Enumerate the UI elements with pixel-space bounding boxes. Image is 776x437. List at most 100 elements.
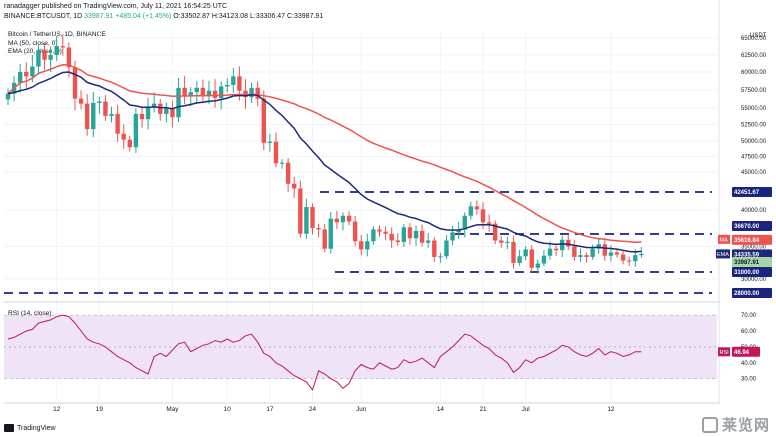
- close-value: 33987.91: [84, 13, 114, 20]
- candle-body: [328, 218, 333, 249]
- candle-body: [151, 103, 157, 108]
- candle-body: [480, 209, 486, 223]
- candle-body: [553, 248, 559, 251]
- candle-body: [377, 229, 382, 232]
- ema-value-tag-text: 34335.59: [734, 253, 760, 259]
- candle-body: [419, 230, 425, 243]
- ma-value-tag-text: 35616.84: [734, 238, 760, 244]
- rsi-value-tag-text: 46.94: [734, 350, 750, 356]
- candle-body: [407, 227, 413, 239]
- tradingview-icon: [4, 424, 14, 432]
- candle-body: [559, 239, 565, 251]
- candle-body: [48, 55, 53, 60]
- candle-body: [218, 86, 224, 98]
- candle-body: [279, 162, 285, 164]
- candle-body: [566, 239, 571, 247]
- open-value: O:33502.87: [173, 13, 210, 20]
- candle-body: [359, 241, 364, 250]
- watermark-text: 莱览网: [721, 417, 770, 434]
- candle-body: [72, 67, 78, 99]
- y-tick-label: 35000.00: [741, 244, 767, 250]
- y-tick-label: 62500.00: [741, 53, 767, 59]
- candle-body: [24, 72, 29, 77]
- level-tag-text: 28000.00: [734, 291, 760, 297]
- candle-body: [316, 228, 321, 230]
- candle-body: [541, 255, 547, 264]
- candle-body: [194, 87, 199, 93]
- candle-body: [109, 113, 114, 116]
- x-tick-label: Jul: [522, 406, 530, 413]
- candle-body: [426, 240, 431, 243]
- x-tick-label: 24: [309, 406, 317, 413]
- watermark: 莱览网: [701, 414, 770, 435]
- candle-body: [432, 240, 437, 257]
- candle-body: [255, 87, 260, 99]
- brand-label: TradingView: [17, 424, 56, 432]
- level-tag: [732, 288, 772, 298]
- x-tick-label: 14: [437, 406, 445, 413]
- candle-body: [292, 183, 297, 189]
- currency-label: USDT: [750, 33, 767, 39]
- x-tick-label: May: [166, 406, 179, 413]
- candle-body: [60, 46, 66, 48]
- candle-body: [17, 72, 23, 83]
- rsi-tick-label: 60.00: [741, 329, 757, 335]
- candle-body: [413, 230, 419, 239]
- candle-body: [456, 229, 461, 233]
- candle-body: [584, 255, 589, 257]
- candle-body: [304, 207, 309, 234]
- x-tick-label: 12: [607, 406, 615, 413]
- rsi-legend[interactable]: RSI (14, close): [8, 310, 52, 317]
- candle-body: [523, 249, 528, 257]
- ema-legend[interactable]: EMA (20, close, 0): [8, 48, 62, 56]
- ema-name-text: EMA: [717, 252, 729, 258]
- candle-body: [212, 90, 218, 98]
- y-tick-label: 50000.00: [741, 139, 767, 145]
- candle-body: [261, 98, 266, 143]
- candle-body: [511, 241, 516, 263]
- candle-body: [84, 103, 90, 130]
- tradingview-logo[interactable]: TradingView: [4, 424, 56, 432]
- candle-body: [602, 244, 608, 256]
- candle-body: [547, 248, 553, 256]
- candle-body: [517, 256, 522, 263]
- candle-body: [486, 222, 492, 224]
- rsi-name-text: RSI: [720, 350, 730, 356]
- y-tick-label: 40000.00: [741, 208, 767, 214]
- candle-body: [182, 87, 187, 97]
- candle-body: [285, 162, 291, 184]
- ema-value-tag: [732, 249, 772, 260]
- ma-legend[interactable]: MA (50, close, 0): [8, 39, 58, 47]
- rsi-value-tag: [732, 346, 760, 357]
- candle-body: [30, 66, 35, 77]
- x-tick-label: Jun: [356, 406, 367, 413]
- y-tick-label: 45000.00: [741, 170, 767, 176]
- candle-body: [340, 215, 346, 223]
- level-tag-text: 31000.00: [734, 270, 760, 276]
- last-price-tag: [732, 256, 772, 267]
- rsi-tick-label: 70.00: [741, 313, 757, 319]
- candle-body: [438, 256, 443, 258]
- ema-name-tag: [716, 249, 730, 259]
- candle-body: [626, 260, 632, 262]
- candle-body: [401, 227, 407, 242]
- candle-body: [505, 241, 510, 243]
- candle-body: [42, 50, 47, 60]
- rsi-name-tag: [718, 347, 730, 357]
- candle-body: [633, 255, 638, 262]
- candle-body: [334, 218, 340, 223]
- ma-line: [7, 64, 642, 244]
- candle-body: [115, 113, 120, 134]
- candle-body: [231, 76, 236, 85]
- candle-body: [188, 92, 193, 97]
- publish-info: ranadagger published on TradingView.com,…: [4, 3, 228, 10]
- candle-body: [639, 254, 644, 256]
- candle-body: [310, 207, 315, 229]
- candle-body: [450, 232, 455, 241]
- candle-body: [462, 215, 467, 230]
- candle-body: [267, 141, 273, 143]
- candle-body: [529, 249, 534, 268]
- candle-body: [572, 246, 577, 257]
